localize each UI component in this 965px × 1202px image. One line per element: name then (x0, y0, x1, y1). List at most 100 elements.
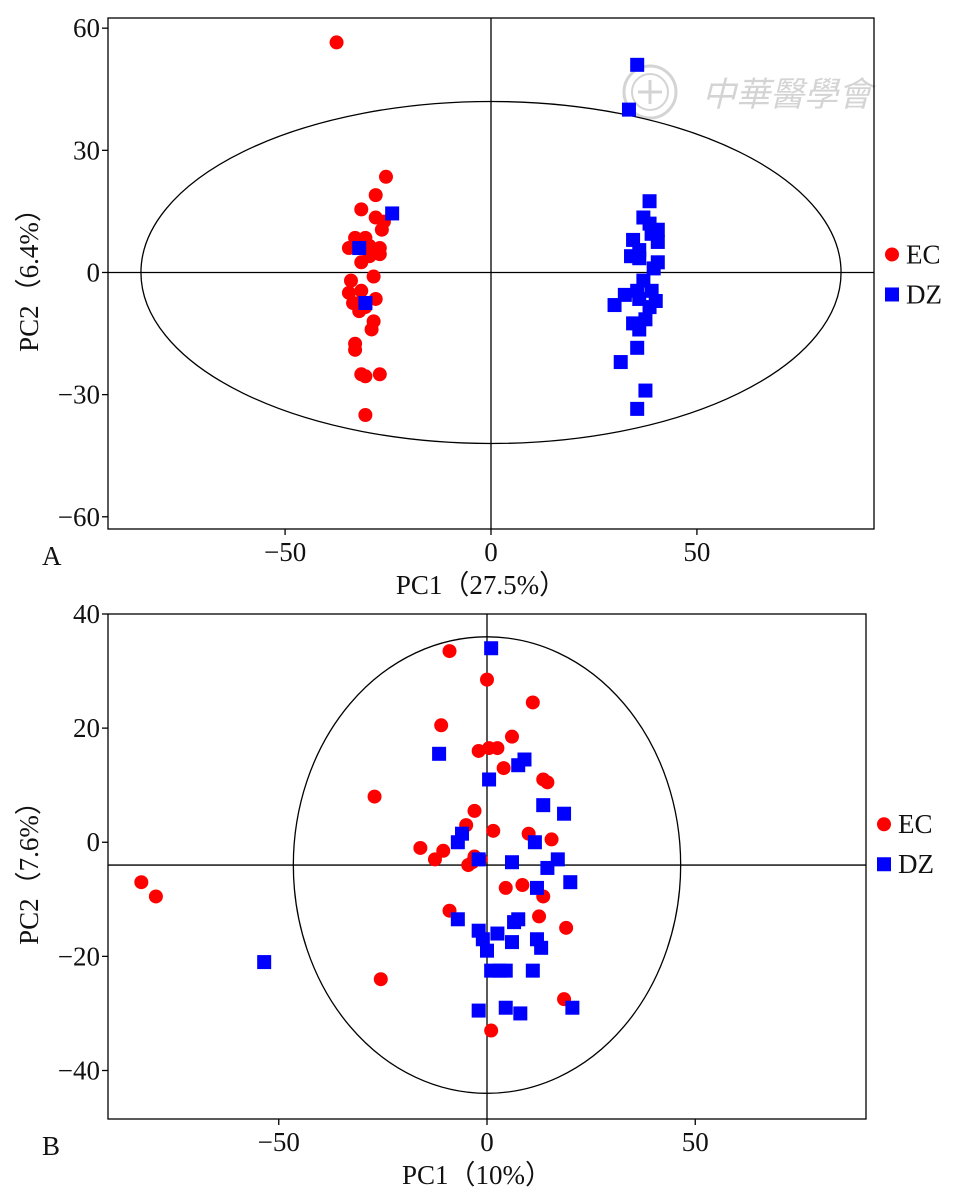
panel-b-point-ec (373, 972, 388, 987)
panel-a-label: A (42, 541, 62, 571)
panel-b-point-ec (540, 775, 555, 790)
panel-b-point-dz (525, 963, 540, 978)
panel-a-point-dz (632, 251, 647, 266)
panel-a-point-ec (372, 367, 387, 382)
panel-a-point-dz (630, 340, 645, 355)
panel-a-y-tick-label: −60 (58, 502, 100, 532)
panel-b-point-ec (434, 718, 449, 733)
panel-b-x-tick-label: 50 (682, 1127, 709, 1157)
panel-b-point-ec (148, 889, 163, 904)
panel-a-point-ec (354, 255, 369, 270)
panel-a-point-dz (632, 322, 647, 337)
panel-b-point-ec (467, 803, 482, 818)
panel-b: −50 0 50 40 20 0 −20 −40 B PC1（10%） PC2（7.6%） E… (14, 599, 934, 1190)
panel-b-legend-ec-label: EC (898, 809, 933, 839)
panel-a-point-dz (630, 57, 645, 72)
panel-b-x-axis-label: PC1（10%） (402, 1160, 552, 1190)
panel-a-point-ec (329, 35, 344, 50)
panel-b-y-tick-label: 40 (73, 599, 100, 629)
panel-b-point-dz (498, 963, 513, 978)
panel-a-point-ec (374, 222, 389, 237)
panel-b-point-dz (450, 912, 465, 927)
panel-b-x-tick-label: −50 (258, 1127, 300, 1157)
panel-b-point-ec (367, 789, 382, 804)
panel-b-point-dz (490, 926, 505, 941)
panel-b-point-dz (432, 746, 447, 761)
panel-a-legend: EC DZ (885, 239, 942, 309)
panel-b-point-dz (471, 852, 486, 867)
panel-b-point-dz (475, 932, 490, 947)
panel-a-point-ec (364, 322, 379, 337)
panel-a-point-ec (348, 342, 363, 357)
panel-a-point-dz (642, 194, 657, 209)
panel-b-point-dz (507, 915, 522, 930)
panel-b-y-tick-label: −20 (58, 941, 100, 971)
panel-a-x-axis-label: PC1（27.5%） (396, 570, 566, 600)
panel-b-legend-dz-label: DZ (898, 849, 934, 879)
panel-b-legend: EC DZ (877, 809, 934, 879)
panel-b-point-ec (515, 878, 530, 893)
panel-a-legend-ec-label: EC (906, 239, 941, 269)
panel-b-point-dz (480, 943, 494, 958)
panel-a-point-dz (638, 383, 653, 398)
panel-a-y-tick-label: 60 (73, 13, 100, 43)
panel-b-label: B (42, 1131, 60, 1161)
panel-b-point-dz (540, 860, 555, 875)
panel-b-point-ec (427, 852, 442, 867)
panel-b-point-ec (490, 741, 505, 756)
panel-a-point-dz (646, 261, 661, 276)
panel-b-point-dz (563, 875, 578, 890)
watermark-logo-icon (622, 64, 678, 120)
panel-b-point-ec (486, 823, 501, 838)
panel-a-x-tick-label: 0 (484, 537, 498, 567)
panel-a-point-ec (378, 169, 393, 184)
panel-b-legend-ec-marker (877, 817, 891, 832)
panel-b-point-ec (480, 672, 494, 687)
panel-a-point-dz (607, 298, 622, 313)
panel-b-point-dz (527, 835, 542, 850)
panel-a-x-tick-label: −50 (264, 537, 306, 567)
panel-a-point-ec (343, 273, 358, 288)
panel-a-point-dz (352, 241, 367, 256)
panel-b-point-dz (498, 1000, 513, 1015)
panel-a-y-tick-label: 0 (87, 257, 101, 287)
panel-a-y-axis-label: PC2（6.4%） (14, 195, 44, 352)
panel-b-point-dz (504, 855, 519, 870)
panel-a-point-ec (354, 202, 369, 217)
panel-b-legend-dz-marker (877, 857, 891, 872)
panel-a-legend-dz-label: DZ (906, 279, 942, 309)
panel-b-point-ec (442, 644, 457, 659)
panel-a-point-dz (621, 102, 636, 117)
panel-b-point-dz (513, 1006, 528, 1021)
panel-b-y-tick-label: −40 (58, 1055, 100, 1085)
panel-a-x-tick-label: 50 (683, 537, 710, 567)
panel-a-legend-dz-marker (885, 287, 899, 302)
panel-b-point-dz (534, 940, 549, 955)
panel-a-point-ec (368, 188, 383, 203)
panel-b-point-dz (565, 1000, 580, 1015)
panel-b-point-dz (529, 880, 544, 895)
panel-b-point-dz (536, 798, 551, 813)
panel-b-point-ec (532, 909, 547, 924)
panel-b-point-dz (511, 758, 526, 773)
panel-b-y-axis-label: PC2（7.6%） (14, 788, 44, 945)
panel-b-point-ec (504, 729, 519, 744)
panel-a-point-dz (630, 401, 645, 416)
watermark-text: 中華醫學會 (702, 75, 877, 115)
panel-b-point-dz (450, 835, 465, 850)
panel-a: −50 0 50 60 30 0 −30 −60 A PC1（27.5%） PC2（6.4%）… (14, 13, 942, 600)
panel-a-legend-ec-marker (885, 247, 899, 262)
panel-a-point-ec (358, 369, 373, 384)
panel-b-point-ec (496, 761, 511, 776)
panel-b-point-ec (484, 1023, 499, 1038)
panel-a-point-dz (613, 355, 628, 370)
panel-b-point-dz (484, 641, 499, 656)
panel-b-point-ec (544, 832, 559, 847)
panel-b-y-tick-label: 0 (87, 827, 101, 857)
panel-b-point-ec (498, 880, 513, 895)
panel-b-point-ec (559, 920, 574, 935)
panel-a-point-dz (642, 300, 657, 315)
panel-b-point-dz (471, 1003, 486, 1018)
panel-b-point-ec (525, 695, 540, 710)
panel-b-point-ec (413, 840, 428, 855)
